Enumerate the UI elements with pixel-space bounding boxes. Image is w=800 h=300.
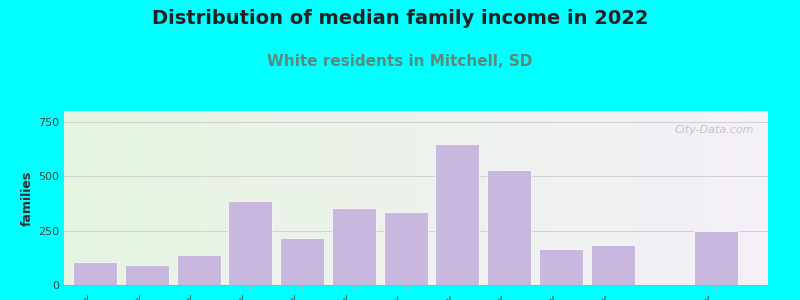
Bar	[280, 238, 324, 285]
Text: Distribution of median family income in 2022: Distribution of median family income in …	[152, 9, 648, 28]
Bar	[73, 262, 117, 285]
Bar	[590, 245, 634, 285]
Bar	[125, 266, 169, 285]
Bar	[177, 254, 221, 285]
Bar	[228, 201, 272, 285]
Bar	[332, 208, 376, 285]
Bar	[435, 144, 479, 285]
Bar	[384, 212, 428, 285]
Y-axis label: families: families	[21, 170, 34, 226]
Text: City-Data.com: City-Data.com	[674, 125, 754, 135]
Bar	[694, 231, 738, 285]
Text: White residents in Mitchell, SD: White residents in Mitchell, SD	[267, 54, 533, 69]
Bar	[487, 170, 531, 285]
Bar	[539, 249, 583, 285]
